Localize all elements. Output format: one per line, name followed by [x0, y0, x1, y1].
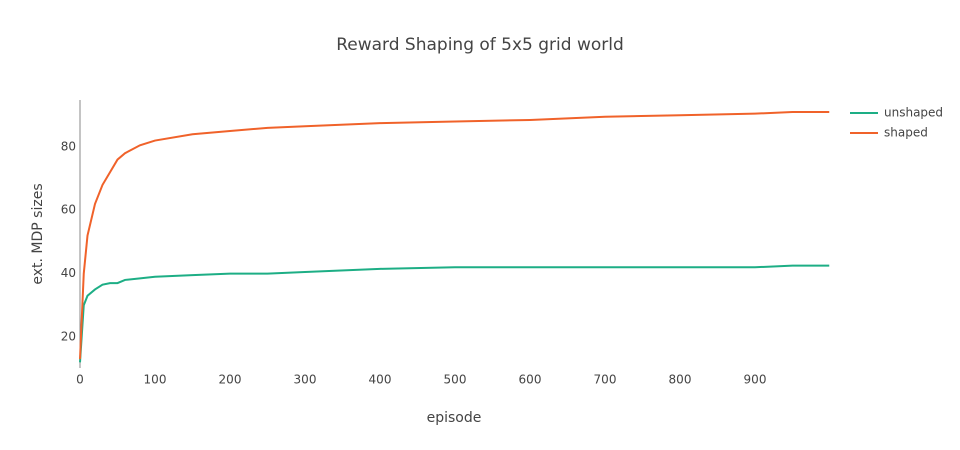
legend-label: shaped [884, 126, 928, 140]
y-tick-label: 40 [61, 266, 76, 280]
line-series [79, 264, 830, 363]
x-tick-label: 0 [76, 373, 84, 387]
x-tick-label: 600 [519, 373, 542, 387]
x-tick-label: 400 [369, 373, 392, 387]
y-tick-label: 60 [61, 203, 76, 217]
x-axis-title: episode [427, 410, 482, 426]
x-tick-label: 800 [669, 373, 692, 387]
x-tick-label: 200 [219, 373, 242, 387]
y-tick-label: 80 [61, 139, 76, 153]
x-tick-label: 700 [594, 373, 617, 387]
y-axis-title: ext. MDP sizes [30, 183, 46, 284]
line-series [79, 111, 830, 360]
x-tick-label: 300 [294, 373, 317, 387]
legend-label: unshaped [884, 106, 943, 120]
y-tick-label: 20 [61, 329, 76, 343]
chart-title: Reward Shaping of 5x5 grid world [336, 35, 624, 55]
x-tick-label: 900 [744, 373, 767, 387]
x-tick-label: 100 [144, 373, 167, 387]
x-tick-label: 500 [444, 373, 467, 387]
